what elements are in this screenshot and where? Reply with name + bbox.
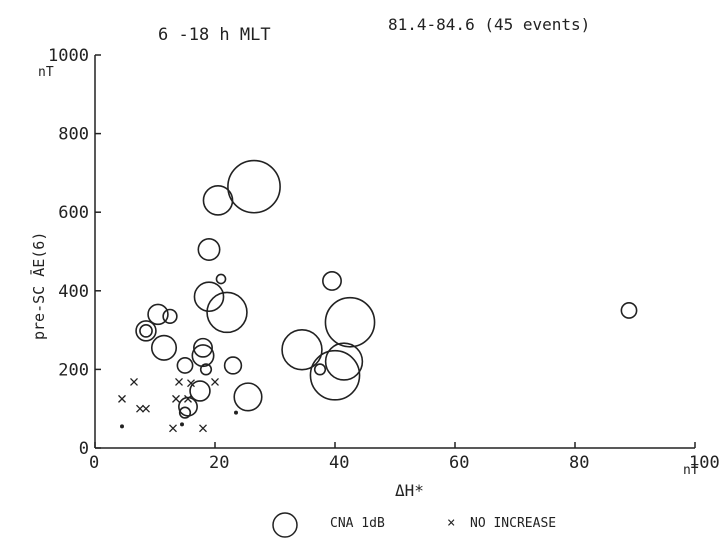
y-tick-label: 800 [58, 125, 89, 145]
dot-point [234, 410, 238, 415]
y-tick-label: 1000 [48, 46, 89, 66]
x-tick-label: 60 [449, 453, 469, 473]
chart-title-left: 6 -18 h MLT [158, 25, 271, 45]
no-increase-cross-point [175, 378, 183, 386]
axes [94, 55, 695, 449]
no-increase-cross-point [142, 404, 150, 413]
data-points [118, 159, 638, 433]
cna-circle-point [135, 320, 157, 342]
x-axis-ticks: 0 20 40 60 80 100 [89, 442, 720, 473]
cna-circle-point [309, 349, 361, 401]
cna-circle-point [193, 337, 213, 358]
cna-circle-point [162, 308, 178, 324]
cna-circle-point [313, 363, 327, 376]
y-tick-label: 200 [58, 360, 89, 380]
no-increase-cross-point [172, 394, 180, 403]
cna-circle-point [324, 296, 376, 348]
no-increase-cross-point [118, 394, 126, 403]
cna-circle-point [322, 271, 342, 291]
cna-circle-point [178, 406, 192, 419]
y-tick-label: 0 [79, 439, 89, 459]
cna-circle-point [215, 273, 227, 285]
no-increase-cross-point [130, 378, 138, 386]
no-increase-cross-point [169, 424, 177, 433]
cna-circle-point [227, 159, 281, 214]
cna-circle-point [233, 382, 263, 412]
cna-circle-point [147, 303, 169, 326]
x-tick-label: 80 [569, 453, 589, 473]
no-increase-cross-point [184, 394, 192, 403]
no-increase-cross-point [199, 424, 207, 433]
no-increase-cross-point [211, 378, 219, 386]
cna-circle-point [139, 324, 153, 338]
cna-circle-point [176, 357, 194, 374]
x-tick-label: 40 [329, 453, 349, 473]
dot-point [120, 424, 124, 429]
chart-title-right: 81.4-84.6 (45 events) [388, 15, 590, 34]
cna-circle-point [620, 302, 638, 319]
legend-label-no-increase: NO INCREASE [470, 516, 556, 531]
y-axis-label: pre-SC ĀE(6) [30, 232, 48, 340]
cna-circle-point [178, 396, 198, 417]
y-tick-label: 400 [58, 282, 89, 302]
no-increase-cross-point [136, 404, 144, 413]
no-increase-cross-point [187, 379, 195, 388]
x-tick-label: 0 [89, 453, 99, 473]
y-tick-label: 600 [58, 203, 89, 223]
cna-circle-point [206, 291, 248, 334]
cna-circle-point [202, 185, 234, 216]
dot-point [180, 422, 184, 427]
x-tick-label: 20 [209, 453, 229, 473]
cna-circle-point [150, 334, 178, 361]
cna-circle-point [199, 363, 213, 376]
cna-circle-point [191, 344, 215, 368]
x-axis-unit: nT [683, 463, 699, 478]
cna-circle-point [324, 342, 364, 381]
legend-cross-symbol: × [447, 515, 455, 531]
legend: CNA 1dB × NO INCREASE [272, 512, 556, 538]
cna-circle-point [189, 380, 211, 402]
cna-circle-point [197, 238, 221, 262]
y-axis-unit: nT [38, 65, 54, 80]
cna-circle-point [193, 281, 225, 313]
cna-circle-point [223, 356, 243, 375]
y-axis-ticks: 0 200 400 600 800 1000 [48, 46, 101, 459]
legend-circle-symbol [272, 512, 298, 538]
x-axis-label: ΔH* [395, 481, 424, 500]
legend-label-cna: CNA 1dB [330, 516, 385, 531]
x-tick-label: 100 [689, 453, 720, 473]
cna-circle-point [281, 329, 323, 371]
